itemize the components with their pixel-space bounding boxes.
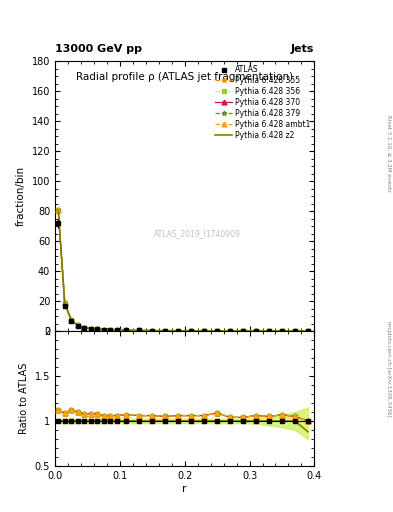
Text: Radial profile ρ (ATLAS jet fragmentation): Radial profile ρ (ATLAS jet fragmentatio… (76, 72, 293, 82)
Text: Rivet 3.1.10, ≥ 3.2M events: Rivet 3.1.10, ≥ 3.2M events (386, 115, 391, 192)
Y-axis label: fraction/bin: fraction/bin (16, 166, 26, 226)
Legend: ATLAS, Pythia 6.428 355, Pythia 6.428 356, Pythia 6.428 370, Pythia 6.428 379, P: ATLAS, Pythia 6.428 355, Pythia 6.428 35… (214, 63, 312, 141)
Text: ATLAS_2019_I1740909: ATLAS_2019_I1740909 (154, 229, 241, 239)
Text: 13000 GeV pp: 13000 GeV pp (55, 44, 142, 54)
Text: Jets: Jets (291, 44, 314, 54)
X-axis label: r: r (182, 483, 187, 494)
Text: mcplots.cern.ch [arXiv:1306.3436]: mcplots.cern.ch [arXiv:1306.3436] (386, 321, 391, 416)
Y-axis label: Ratio to ATLAS: Ratio to ATLAS (19, 363, 29, 434)
